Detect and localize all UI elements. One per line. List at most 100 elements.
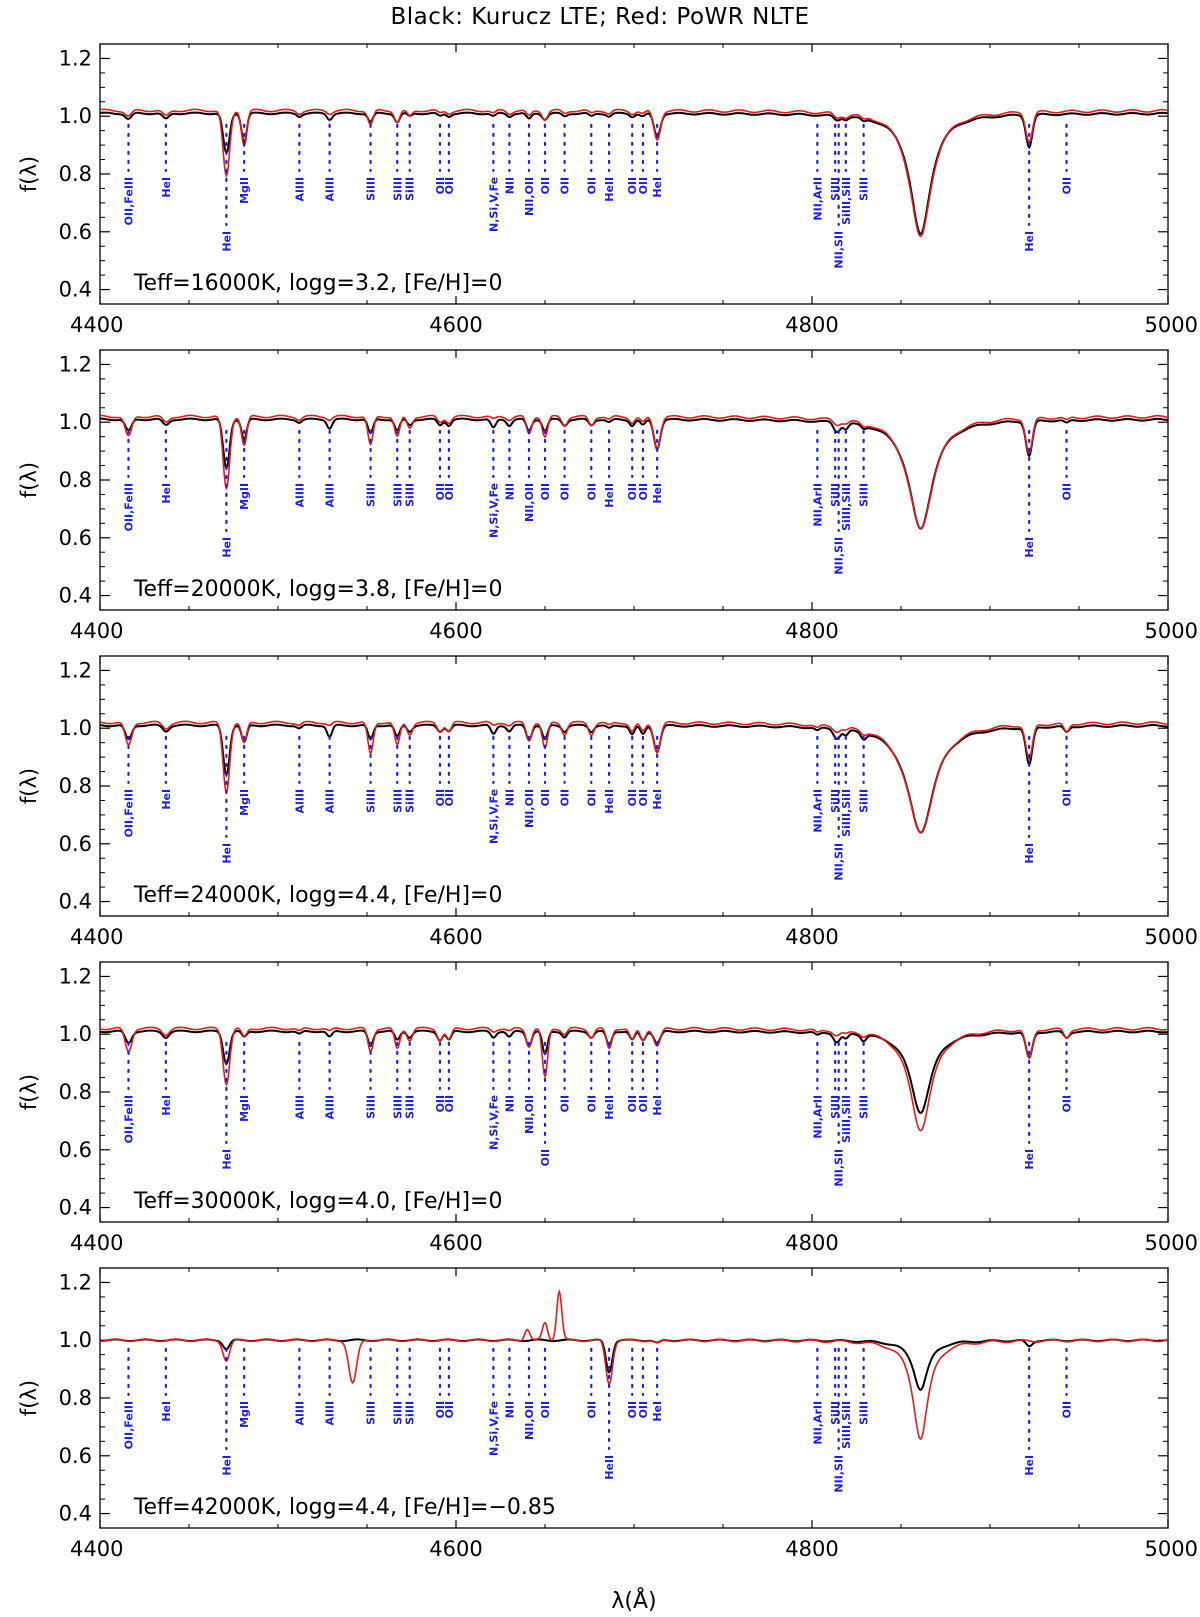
line-label: OII — [539, 1401, 552, 1419]
line-label: NII — [503, 177, 516, 194]
line-label: SiIII — [858, 177, 871, 201]
line-label: HeI — [1023, 843, 1036, 864]
line-label: OII — [1061, 483, 1074, 501]
y-tick-label: 0.6 — [59, 1444, 92, 1468]
line-label: SiIII — [829, 177, 842, 201]
line-label: NII,ArII — [811, 1095, 824, 1139]
line-label: N,Si,V,Fe — [487, 483, 500, 538]
panel-parameters-label: Teff=24000K, logg=4.4, [Fe/H]=0 — [133, 883, 503, 908]
panel-parameters-label: Teff=42000K, logg=4.4, [Fe/H]=−0.85 — [133, 1495, 556, 1520]
series-powr-nlte — [100, 414, 1168, 530]
line-label: OII — [585, 1401, 598, 1419]
line-label: HeI — [1023, 537, 1036, 558]
y-tick-label: 1.2 — [59, 1270, 92, 1294]
line-label: HeI — [651, 789, 664, 810]
x-tick-label: 4800 — [785, 313, 838, 337]
panel-parameters-label: Teff=20000K, logg=3.8, [Fe/H]=0 — [133, 577, 503, 602]
line-label: SiIII — [404, 177, 417, 201]
y-axis-label: f(λ) — [17, 156, 41, 192]
y-axis-label: f(λ) — [17, 768, 41, 804]
spectra-group — [100, 414, 1168, 530]
y-tick-label: 0.8 — [59, 774, 92, 798]
spectra-group — [100, 1288, 1168, 1441]
line-label: NII,ArII — [811, 177, 824, 221]
line-label: OII,FeIII — [123, 1095, 136, 1144]
y-tick-label: 0.4 — [59, 1196, 92, 1220]
line-label: NII,ArII — [811, 789, 824, 833]
line-label: OII — [434, 789, 447, 807]
line-label: HeII — [603, 1095, 616, 1120]
line-label: OII — [626, 789, 639, 807]
line-label: OII — [434, 1401, 447, 1419]
line-label: OII — [559, 483, 572, 501]
line-label: NII,SII — [833, 1455, 846, 1493]
line-label: HeI — [220, 537, 233, 558]
panel-parameters-label: Teff=30000K, logg=4.0, [Fe/H]=0 — [133, 1189, 503, 1214]
series-kurucz-lte — [100, 417, 1168, 530]
x-tick-label: 4600 — [429, 1231, 482, 1255]
line-label: OII — [559, 789, 572, 807]
line-label: OII — [1061, 1095, 1074, 1113]
line-label: OII — [443, 789, 456, 807]
line-label: OII — [434, 1095, 447, 1113]
spectra-group — [100, 108, 1168, 238]
y-tick-label: 0.8 — [59, 468, 92, 492]
line-label: AlIII — [324, 177, 337, 202]
line-label: SiIII — [391, 177, 404, 201]
line-label: SiIII — [404, 1401, 417, 1425]
line-label: OII — [585, 483, 598, 501]
line-label: NII,ArII — [811, 483, 824, 527]
x-tick-label: 5000 — [1145, 1231, 1198, 1255]
line-label: AlIII — [324, 1401, 337, 1426]
spectra-group — [100, 1026, 1168, 1132]
line-label: NII,SII — [833, 231, 846, 269]
line-label: SiIII,SiII — [840, 1401, 853, 1449]
y-tick-label: 0.6 — [59, 526, 92, 550]
line-label: AlIII — [293, 483, 306, 508]
line-label: SiIII — [365, 1095, 378, 1119]
line-label: HeI — [651, 1095, 664, 1116]
y-tick-label: 0.8 — [59, 1080, 92, 1104]
line-label: NII,SII — [833, 1149, 846, 1187]
x-tick-label: 4800 — [785, 1231, 838, 1255]
line-label: SiIII — [404, 789, 417, 813]
line-label: NII,OII — [523, 1095, 536, 1134]
line-label: SiIII — [829, 483, 842, 507]
line-label: AlIII — [293, 177, 306, 202]
y-tick-label: 1.2 — [59, 46, 92, 70]
line-label: OII — [1061, 177, 1074, 195]
line-label: AlIII — [324, 1095, 337, 1120]
line-label: AlIII — [324, 483, 337, 508]
line-label: OII,FeIII — [123, 789, 136, 838]
series-kurucz-lte — [100, 111, 1168, 236]
line-label: SiIII — [858, 1401, 871, 1425]
line-label: OII — [637, 789, 650, 807]
line-label: HeI — [651, 1401, 664, 1422]
x-tick-label: 4400 — [70, 925, 123, 949]
line-label: OII — [539, 483, 552, 501]
y-tick-label: 0.4 — [59, 584, 92, 608]
y-tick-label: 0.4 — [59, 890, 92, 914]
panel-2: 4400 4600 4800 5000 0.4 0.6 0.8 1.0 1.2 f(λ) OII,F… — [17, 349, 1198, 643]
line-label: N,Si,V,Fe — [487, 177, 500, 232]
x-tick-label: 5000 — [1145, 1537, 1198, 1561]
line-label: NII,ArII — [811, 1401, 824, 1445]
line-label: HeI — [160, 1401, 173, 1422]
line-label: SiIII,SiII — [840, 1095, 853, 1143]
x-tick-label: 4800 — [785, 925, 838, 949]
x-tick-label: 4400 — [70, 619, 123, 643]
line-label: SiIII,SiII — [840, 177, 853, 225]
line-label: HeI — [1023, 1455, 1036, 1476]
line-label: MgII — [238, 177, 251, 204]
line-label: SiIII — [365, 1401, 378, 1425]
line-label: MgII — [238, 1095, 251, 1122]
y-tick-label: 1.0 — [59, 1328, 92, 1352]
line-label: HeI — [651, 177, 664, 198]
y-tick-label: 0.4 — [59, 1502, 92, 1526]
line-label: SiIII — [365, 177, 378, 201]
line-label: HeII — [603, 789, 616, 814]
line-label: OII — [626, 1401, 639, 1419]
line-label: SiIII — [404, 1095, 417, 1119]
x-tick-label: 5000 — [1145, 313, 1198, 337]
line-label: HeI — [160, 177, 173, 198]
